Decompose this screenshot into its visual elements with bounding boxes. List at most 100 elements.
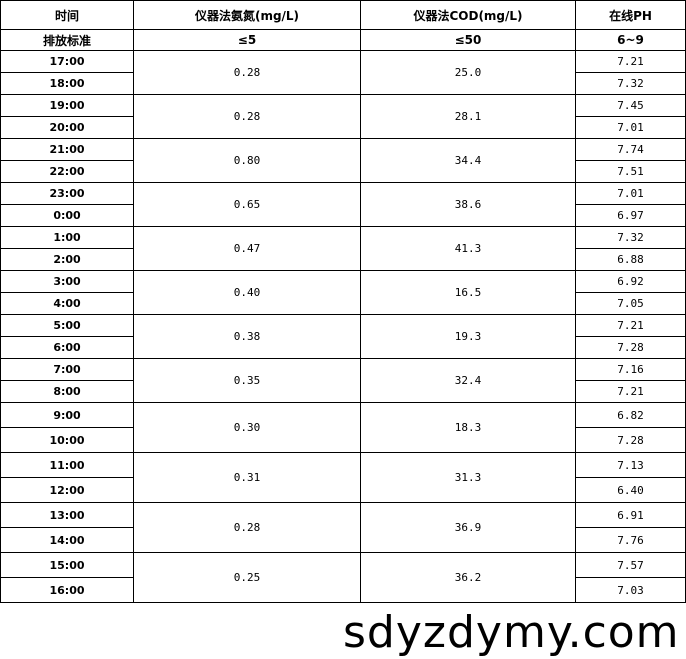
watermark: sdyzdymy.com — [343, 607, 680, 658]
time-cell: 6:00 — [0, 336, 134, 359]
ph-cell: 7.13 — [575, 452, 686, 478]
ammonia-cell: 0.65 — [133, 182, 361, 227]
ph-cell: 7.28 — [575, 427, 686, 453]
standard-row: 排放标准 ≤5 ≤50 6~9 — [0, 29, 686, 51]
ph-cell: 7.21 — [575, 380, 686, 403]
time-cell: 0:00 — [0, 204, 134, 227]
cod-cell: 36.2 — [360, 552, 576, 603]
ammonia-cell: 0.28 — [133, 50, 361, 95]
ph-cell: 6.88 — [575, 248, 686, 271]
cod-cell: 28.1 — [360, 94, 576, 139]
ph-cell: 7.21 — [575, 314, 686, 337]
ph-cell: 7.01 — [575, 116, 686, 139]
table-row: 9:00 0.30 18.3 6.82 — [0, 402, 686, 453]
cod-cell: 32.4 — [360, 358, 576, 403]
time-cell: 19:00 — [0, 94, 134, 117]
table-row: 7:00 0.35 32.4 7.16 — [0, 358, 686, 403]
header-time: 时间 — [0, 0, 134, 30]
time-cell: 8:00 — [0, 380, 134, 403]
cod-cell: 18.3 — [360, 402, 576, 453]
cod-cell: 34.4 — [360, 138, 576, 183]
time-cell: 13:00 — [0, 502, 134, 528]
time-cell: 5:00 — [0, 314, 134, 337]
time-cell: 1:00 — [0, 226, 134, 249]
table-row: 11:00 0.31 31.3 7.13 — [0, 452, 686, 503]
table-row: 8:00 7.21 — [0, 380, 686, 403]
cod-cell: 16.5 — [360, 270, 576, 315]
table-row: 5:00 0.38 19.3 7.21 — [0, 314, 686, 359]
table-row: 6:00 7.28 — [0, 336, 686, 359]
ph-cell: 7.16 — [575, 358, 686, 381]
ph-cell: 7.74 — [575, 138, 686, 161]
ph-cell: 7.05 — [575, 292, 686, 315]
ammonia-cell: 0.30 — [133, 402, 361, 453]
ph-cell: 7.01 — [575, 182, 686, 205]
ph-cell: 7.45 — [575, 94, 686, 117]
cod-cell: 36.9 — [360, 502, 576, 553]
table-row: 1:00 0.47 41.3 7.32 — [0, 226, 686, 271]
time-cell: 18:00 — [0, 72, 134, 95]
time-cell: 7:00 — [0, 358, 134, 381]
ph-cell: 6.40 — [575, 477, 686, 503]
table-row: 17:00 0.28 25.0 7.21 — [0, 50, 686, 95]
table-row: 23:00 0.65 38.6 7.01 — [0, 182, 686, 227]
monitoring-table: 时间 仪器法氨氮(mg/L) 仪器法COD(mg/L) 在线PH 排放标准 ≤5… — [0, 0, 686, 603]
table-row: 3:00 0.40 16.5 6.92 — [0, 270, 686, 315]
ammonia-cell: 0.31 — [133, 452, 361, 503]
time-cell: 9:00 — [0, 402, 134, 428]
time-cell: 11:00 — [0, 452, 134, 478]
table-row: 14:00 7.76 — [0, 527, 686, 553]
ph-cell: 6.92 — [575, 270, 686, 293]
ph-cell: 6.82 — [575, 402, 686, 428]
table-row: 2:00 6.88 — [0, 248, 686, 271]
ammonia-cell: 0.47 — [133, 226, 361, 271]
time-cell: 22:00 — [0, 160, 134, 183]
time-cell: 14:00 — [0, 527, 134, 553]
header-ammonia: 仪器法氨氮(mg/L) — [133, 0, 361, 30]
ammonia-cell: 0.40 — [133, 270, 361, 315]
table-row: 13:00 0.28 36.9 6.91 — [0, 502, 686, 553]
ammonia-cell: 0.80 — [133, 138, 361, 183]
time-cell: 16:00 — [0, 577, 134, 603]
ph-cell: 7.51 — [575, 160, 686, 183]
ph-cell: 7.03 — [575, 577, 686, 603]
standard-cod: ≤50 — [360, 29, 576, 51]
header-row: 时间 仪器法氨氮(mg/L) 仪器法COD(mg/L) 在线PH — [0, 0, 686, 30]
time-cell: 15:00 — [0, 552, 134, 578]
standard-ammonia: ≤5 — [133, 29, 361, 51]
ph-cell: 6.91 — [575, 502, 686, 528]
table-row: 10:00 7.28 — [0, 427, 686, 453]
table-row: 21:00 0.80 34.4 7.74 — [0, 138, 686, 183]
table-row: 22:00 7.51 — [0, 160, 686, 183]
time-cell: 17:00 — [0, 50, 134, 73]
table-row: 16:00 7.03 — [0, 577, 686, 603]
ph-cell: 6.97 — [575, 204, 686, 227]
cod-cell: 31.3 — [360, 452, 576, 503]
table-row: 19:00 0.28 28.1 7.45 — [0, 94, 686, 139]
time-cell: 20:00 — [0, 116, 134, 139]
ph-cell: 7.57 — [575, 552, 686, 578]
ph-cell: 7.32 — [575, 226, 686, 249]
time-cell: 4:00 — [0, 292, 134, 315]
time-cell: 23:00 — [0, 182, 134, 205]
standard-label: 排放标准 — [0, 29, 134, 51]
header-cod: 仪器法COD(mg/L) — [360, 0, 576, 30]
time-cell: 2:00 — [0, 248, 134, 271]
time-cell: 3:00 — [0, 270, 134, 293]
time-cell: 21:00 — [0, 138, 134, 161]
header-ph: 在线PH — [575, 0, 686, 30]
time-cell: 12:00 — [0, 477, 134, 503]
cod-cell: 19.3 — [360, 314, 576, 359]
standard-ph: 6~9 — [575, 29, 686, 51]
table-row: 15:00 0.25 36.2 7.57 — [0, 552, 686, 603]
ammonia-cell: 0.38 — [133, 314, 361, 359]
ammonia-cell: 0.35 — [133, 358, 361, 403]
ph-cell: 7.32 — [575, 72, 686, 95]
ph-cell: 7.21 — [575, 50, 686, 73]
ammonia-cell: 0.28 — [133, 94, 361, 139]
time-cell: 10:00 — [0, 427, 134, 453]
cod-cell: 41.3 — [360, 226, 576, 271]
ph-cell: 7.76 — [575, 527, 686, 553]
cod-cell: 25.0 — [360, 50, 576, 95]
ammonia-cell: 0.25 — [133, 552, 361, 603]
